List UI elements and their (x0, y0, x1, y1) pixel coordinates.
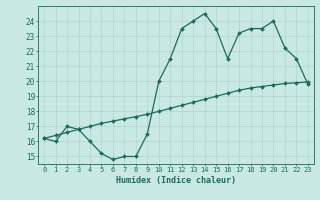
X-axis label: Humidex (Indice chaleur): Humidex (Indice chaleur) (116, 176, 236, 185)
